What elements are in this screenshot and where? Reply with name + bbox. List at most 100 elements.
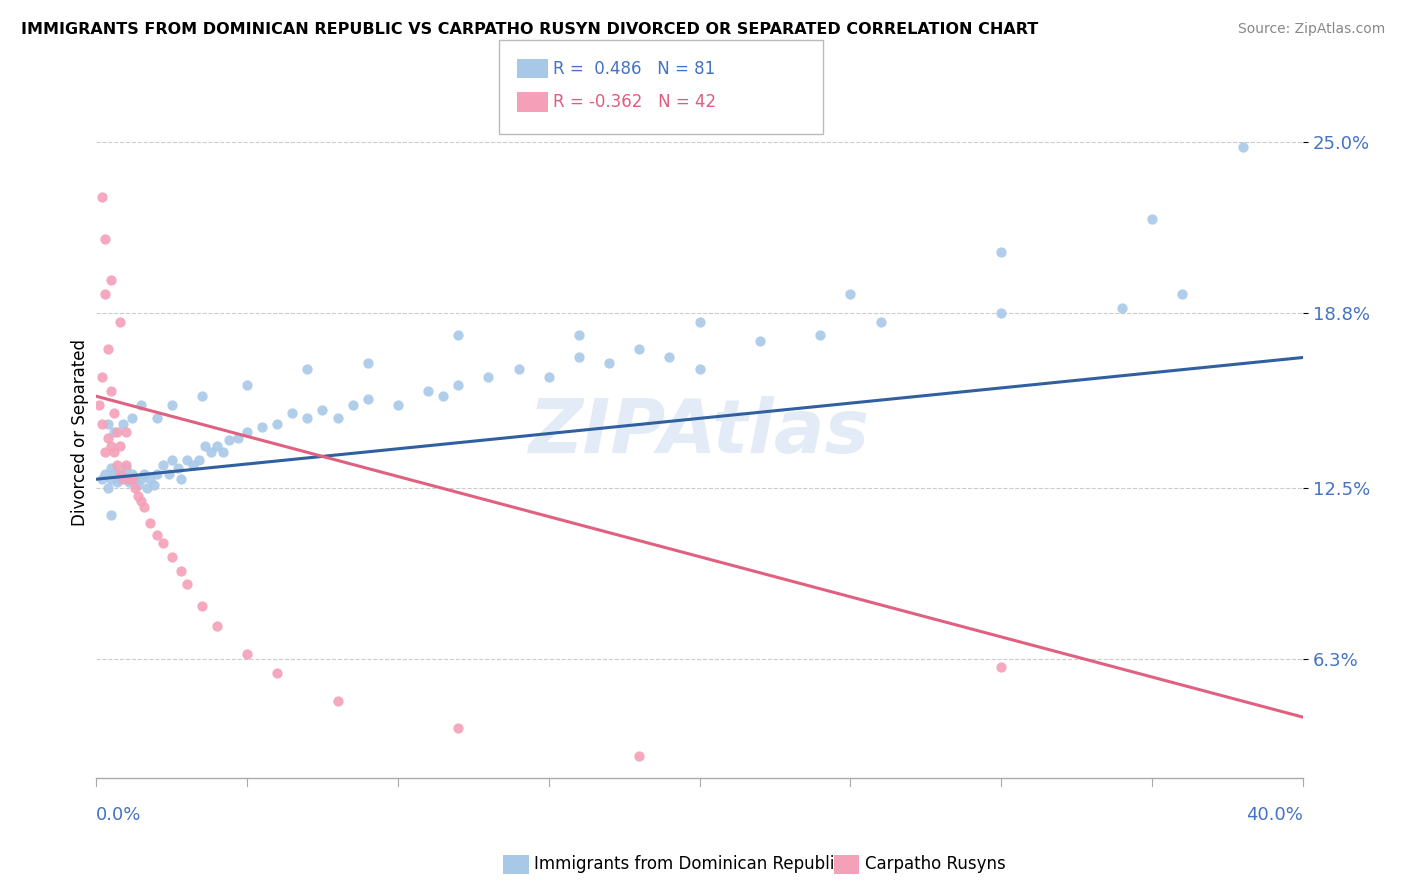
Point bbox=[121, 411, 143, 425]
Point bbox=[508, 361, 530, 376]
Point bbox=[176, 453, 198, 467]
Point bbox=[94, 444, 117, 458]
Point bbox=[628, 748, 651, 763]
Point bbox=[568, 328, 591, 343]
Point bbox=[689, 314, 711, 328]
Point bbox=[191, 599, 214, 614]
Point bbox=[115, 472, 138, 486]
Point bbox=[447, 721, 470, 735]
Point bbox=[103, 444, 125, 458]
Point bbox=[100, 461, 122, 475]
Point bbox=[447, 328, 470, 343]
Point bbox=[94, 467, 117, 481]
Point bbox=[166, 461, 188, 475]
Point bbox=[205, 439, 228, 453]
Point bbox=[152, 536, 174, 550]
Point bbox=[432, 389, 454, 403]
Point bbox=[218, 434, 240, 448]
Point bbox=[105, 475, 128, 489]
Text: Carpatho Rusyns: Carpatho Rusyns bbox=[865, 855, 1005, 873]
Point bbox=[1111, 301, 1133, 315]
Point bbox=[94, 286, 117, 301]
Point bbox=[226, 431, 249, 445]
Point bbox=[131, 472, 153, 486]
Point bbox=[157, 467, 180, 481]
Point bbox=[187, 453, 209, 467]
Point bbox=[91, 417, 114, 431]
Point bbox=[658, 351, 681, 365]
Point bbox=[748, 334, 770, 348]
Point bbox=[112, 472, 135, 486]
Point bbox=[89, 397, 111, 411]
Point bbox=[131, 494, 153, 508]
Point bbox=[103, 406, 125, 420]
Point bbox=[103, 425, 125, 440]
Point bbox=[110, 472, 132, 486]
Point bbox=[142, 477, 165, 491]
Point bbox=[136, 481, 159, 495]
Point bbox=[100, 439, 122, 453]
Point bbox=[416, 384, 439, 398]
Point bbox=[236, 647, 259, 661]
Point bbox=[357, 356, 380, 370]
Point bbox=[110, 467, 132, 481]
Point bbox=[112, 467, 135, 481]
Point bbox=[160, 549, 183, 564]
Point bbox=[236, 425, 259, 440]
Y-axis label: Divorced or Separated: Divorced or Separated bbox=[72, 339, 89, 525]
Point bbox=[169, 472, 191, 486]
Point bbox=[387, 397, 409, 411]
Point bbox=[145, 527, 167, 541]
Text: R = -0.362   N = 42: R = -0.362 N = 42 bbox=[553, 93, 716, 111]
Point bbox=[181, 458, 204, 473]
Point bbox=[127, 477, 149, 491]
Point bbox=[121, 467, 143, 481]
Point bbox=[236, 378, 259, 392]
Point bbox=[100, 472, 122, 486]
Point bbox=[91, 472, 114, 486]
Point bbox=[990, 306, 1012, 320]
Point bbox=[176, 577, 198, 591]
Point bbox=[191, 389, 214, 403]
Point bbox=[212, 444, 235, 458]
Point bbox=[628, 342, 651, 356]
Point bbox=[100, 273, 122, 287]
Point bbox=[127, 489, 149, 503]
Text: IMMIGRANTS FROM DOMINICAN REPUBLIC VS CARPATHO RUSYN DIVORCED OR SEPARATED CORRE: IMMIGRANTS FROM DOMINICAN REPUBLIC VS CA… bbox=[21, 22, 1039, 37]
Point bbox=[297, 411, 319, 425]
Point bbox=[990, 660, 1012, 674]
Point bbox=[97, 417, 120, 431]
Point bbox=[194, 439, 217, 453]
Point bbox=[100, 384, 122, 398]
Point bbox=[124, 481, 146, 495]
Point bbox=[118, 472, 141, 486]
Point bbox=[118, 475, 141, 489]
Point bbox=[112, 417, 135, 431]
Point bbox=[200, 444, 222, 458]
Point bbox=[598, 356, 620, 370]
Point bbox=[91, 190, 114, 204]
Point bbox=[139, 516, 162, 531]
Point bbox=[134, 500, 156, 514]
Point bbox=[869, 314, 891, 328]
Point bbox=[145, 467, 167, 481]
Point bbox=[250, 419, 273, 434]
Point bbox=[1232, 140, 1254, 154]
Point bbox=[121, 472, 143, 486]
Point bbox=[94, 231, 117, 245]
Point bbox=[103, 467, 125, 481]
Point bbox=[808, 328, 831, 343]
Text: 40.0%: 40.0% bbox=[1246, 805, 1303, 823]
Text: Immigrants from Dominican Republic: Immigrants from Dominican Republic bbox=[534, 855, 844, 873]
Point bbox=[97, 431, 120, 445]
Point bbox=[447, 378, 470, 392]
Point bbox=[839, 286, 862, 301]
Point bbox=[568, 351, 591, 365]
Point bbox=[145, 411, 167, 425]
Point bbox=[689, 361, 711, 376]
Point bbox=[131, 397, 153, 411]
Point bbox=[152, 458, 174, 473]
Point bbox=[205, 619, 228, 633]
Point bbox=[110, 439, 132, 453]
Point bbox=[100, 508, 122, 523]
